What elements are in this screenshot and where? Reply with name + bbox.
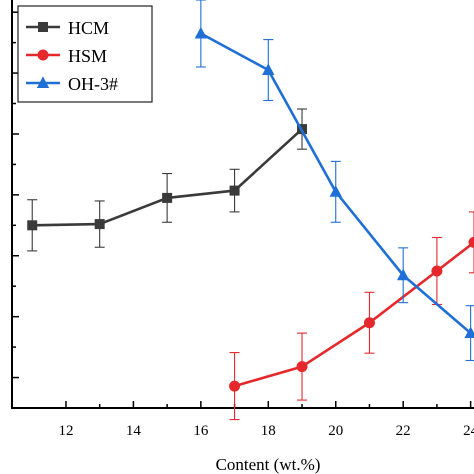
legend-label: HCM (68, 18, 109, 38)
marker-triangle (262, 63, 275, 75)
marker-triangle (396, 268, 410, 281)
marker-square (162, 192, 173, 203)
marker-circle (431, 265, 443, 277)
legend-label: HSM (68, 46, 107, 66)
marker-circle (229, 380, 241, 392)
legend-item: HSM (26, 46, 107, 66)
series-line (234, 241, 474, 388)
x-tick-label: 18 (261, 423, 276, 439)
marker-square (27, 220, 38, 231)
legend-item: OH-3# (26, 74, 118, 94)
plot-axes (11, 0, 474, 409)
x-tick-label: 16 (193, 423, 209, 439)
marker-square (94, 219, 105, 230)
legend-item: HCM (26, 18, 109, 38)
marker-circle (296, 361, 308, 373)
x-tick-label: 24 (463, 423, 474, 439)
x-tick-label: 20 (328, 423, 343, 439)
marker-square (38, 22, 48, 32)
marker-square (229, 185, 240, 196)
legend-label: OH-3# (68, 74, 118, 94)
x-tick-label: 22 (396, 423, 411, 439)
x-tick-label: 12 (58, 423, 73, 439)
legend: HCM HSM OH-3# (17, 5, 153, 103)
x-axis-label: Content (wt.%) (216, 455, 321, 474)
series-oh-3- (194, 0, 474, 362)
series-hcm (27, 108, 308, 252)
series-layer (27, 0, 474, 421)
series-hsm (229, 211, 474, 421)
marker-triangle (194, 26, 208, 39)
marker-triangle (464, 326, 474, 339)
marker-circle (37, 49, 49, 61)
marker-triangle (36, 76, 50, 88)
x-ticks: 12 14 16 18 20 22 24 (58, 401, 474, 439)
marker-triangle (329, 185, 342, 197)
marker-circle (363, 317, 375, 329)
x-tick-label: 14 (126, 423, 142, 439)
marker-circle (468, 236, 474, 248)
legend-items: HCM HSM OH-3# (26, 18, 118, 94)
